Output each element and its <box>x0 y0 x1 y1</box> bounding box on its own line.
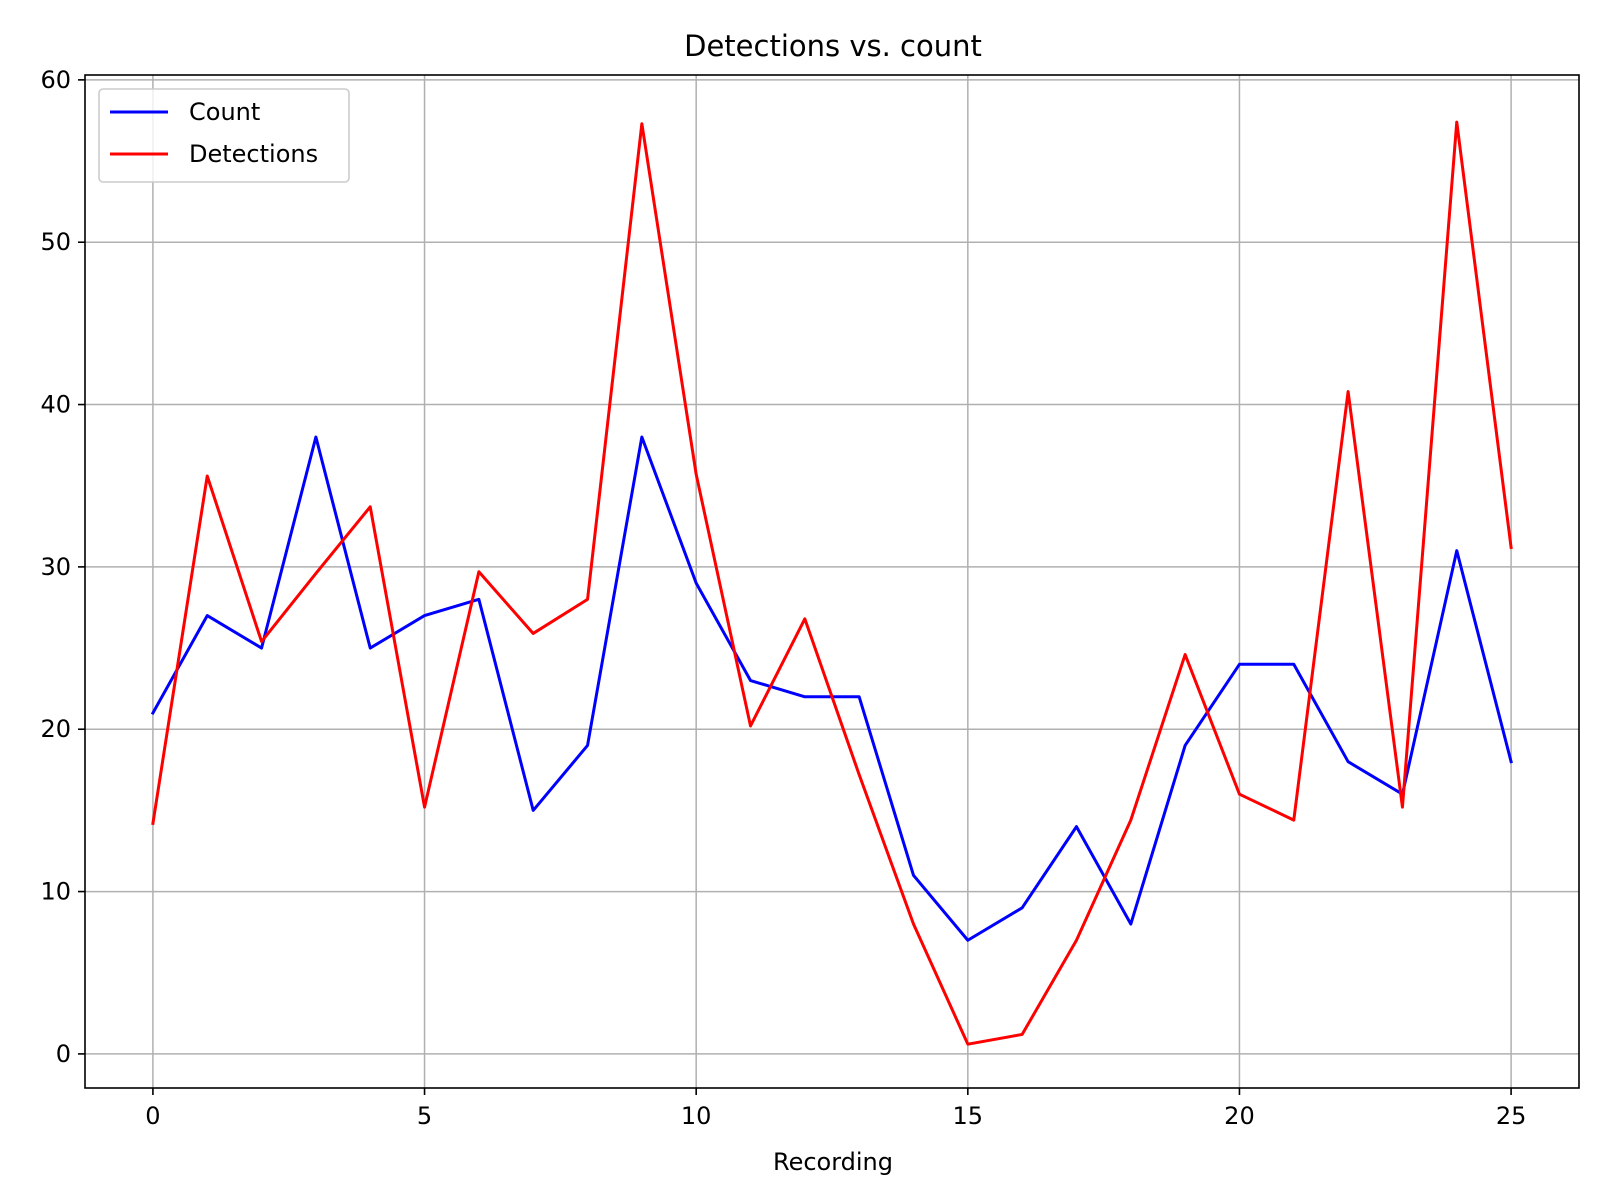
y-tick-label: 60 <box>40 66 71 94</box>
x-tick-label: 0 <box>145 1102 160 1130</box>
x-tick-label: 10 <box>681 1102 712 1130</box>
x-axis-ticks: 0 5 10 15 20 25 <box>145 1088 1526 1130</box>
legend-label-detections: Detections <box>189 140 318 168</box>
y-tick-label: 0 <box>56 1040 71 1068</box>
y-tick-label: 10 <box>40 878 71 906</box>
grid-lines <box>85 75 1579 1088</box>
y-axis-ticks: 0 10 20 30 40 50 60 <box>40 66 85 1068</box>
legend-label-count: Count <box>189 98 260 126</box>
chart-title: Detections vs. count <box>684 29 982 63</box>
x-axis-title: Recording <box>773 1148 893 1176</box>
y-tick-label: 40 <box>40 391 71 419</box>
plot-frame <box>84 74 1580 1089</box>
y-tick-label: 20 <box>40 715 71 743</box>
series-group <box>150 120 1513 1046</box>
series-line-detections <box>151 120 1513 1046</box>
x-tick-label: 5 <box>417 1102 432 1130</box>
series-line-count <box>150 435 1513 942</box>
legend: Count Detections <box>98 88 350 183</box>
y-tick-label: 50 <box>40 228 71 256</box>
x-tick-label: 15 <box>953 1102 984 1130</box>
x-tick-label: 25 <box>1496 1102 1527 1130</box>
x-tick-label: 20 <box>1224 1102 1255 1130</box>
y-tick-label: 30 <box>40 553 71 581</box>
